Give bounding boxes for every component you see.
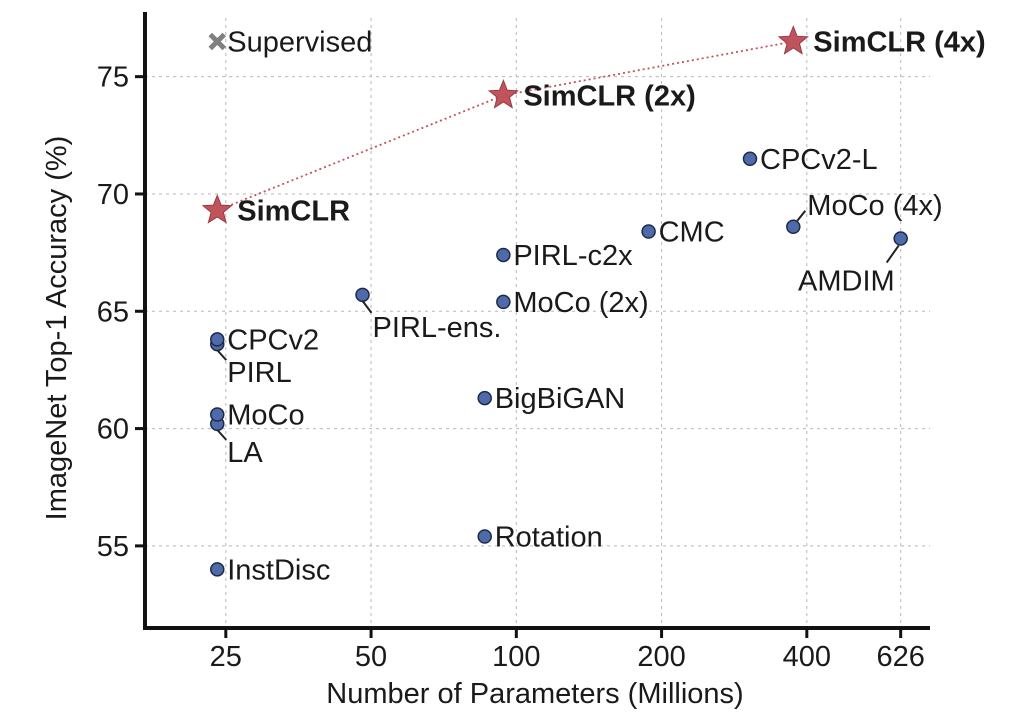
- series-supervised: Supervised: [208, 26, 372, 58]
- point-label: MoCo (4x): [807, 190, 942, 222]
- data-point: [641, 224, 656, 239]
- data-point: [210, 562, 225, 577]
- point-label: SimCLR: [237, 195, 350, 227]
- point-label: Rotation: [495, 522, 603, 554]
- point-label: SimCLR (2x): [523, 80, 695, 112]
- data-point: [893, 231, 908, 246]
- x-tick-label: 50: [355, 641, 387, 673]
- point-label: LA: [227, 437, 263, 469]
- point-label: SimCLR (4x): [813, 26, 985, 58]
- data-point-star: [201, 194, 233, 224]
- point-label: CMC: [659, 217, 725, 249]
- leader-line: [885, 244, 900, 264]
- point-label: PIRL-c2x: [513, 240, 633, 272]
- leader-line: [216, 429, 228, 441]
- point-label: MoCo: [227, 400, 304, 432]
- y-tick-label: 75: [97, 62, 129, 94]
- y-tick-label: 60: [97, 414, 129, 446]
- point-label: CPCv2-L: [760, 144, 878, 176]
- grid-lines: [145, 18, 930, 628]
- y-tick-label: 70: [97, 179, 129, 211]
- point-label: PIRL-ens.: [373, 312, 502, 344]
- y-axis-title: ImageNet Top-1 Accuracy (%): [41, 136, 73, 521]
- point-label: MoCo (2x): [513, 287, 648, 319]
- x-axis-title: Number of Parameters (Millions): [326, 678, 743, 710]
- axes: 55 60 65 70 75 25 50 100 200 400 626: [97, 12, 930, 673]
- x-tick-label: 100: [492, 641, 540, 673]
- data-point-star: [777, 25, 809, 55]
- data-point-star: [487, 79, 519, 109]
- point-label: PIRL: [227, 357, 291, 389]
- data-point: [496, 294, 511, 310]
- data-point: [742, 151, 758, 167]
- data-point: [355, 287, 370, 303]
- y-tick-label: 55: [97, 531, 129, 563]
- data-point: [496, 247, 511, 263]
- leader-line: [361, 300, 373, 314]
- data-point: [477, 390, 492, 406]
- leader-line: [796, 210, 807, 222]
- series-simclr: SimCLR SimCLR (2x) SimCLR (4x): [201, 25, 986, 227]
- x-tick-label: 25: [210, 641, 242, 673]
- data-point-x: [208, 32, 227, 51]
- data-point: [210, 332, 225, 347]
- x-tick-label: 400: [783, 641, 831, 673]
- point-label: BigBiGAN: [495, 383, 626, 415]
- point-label: AMDIM: [798, 266, 895, 298]
- point-label: Supervised: [227, 26, 372, 58]
- point-label: CPCv2: [227, 324, 319, 356]
- x-tick-label: 200: [637, 641, 685, 673]
- leader-line: [216, 349, 228, 361]
- data-point: [210, 407, 225, 422]
- point-label: InstDisc: [227, 554, 330, 586]
- simclr-connector-line: [216, 40, 794, 212]
- y-tick-label: 65: [97, 296, 129, 328]
- data-point: [786, 219, 801, 235]
- x-tick-label: 626: [876, 641, 924, 673]
- data-point: [477, 529, 492, 544]
